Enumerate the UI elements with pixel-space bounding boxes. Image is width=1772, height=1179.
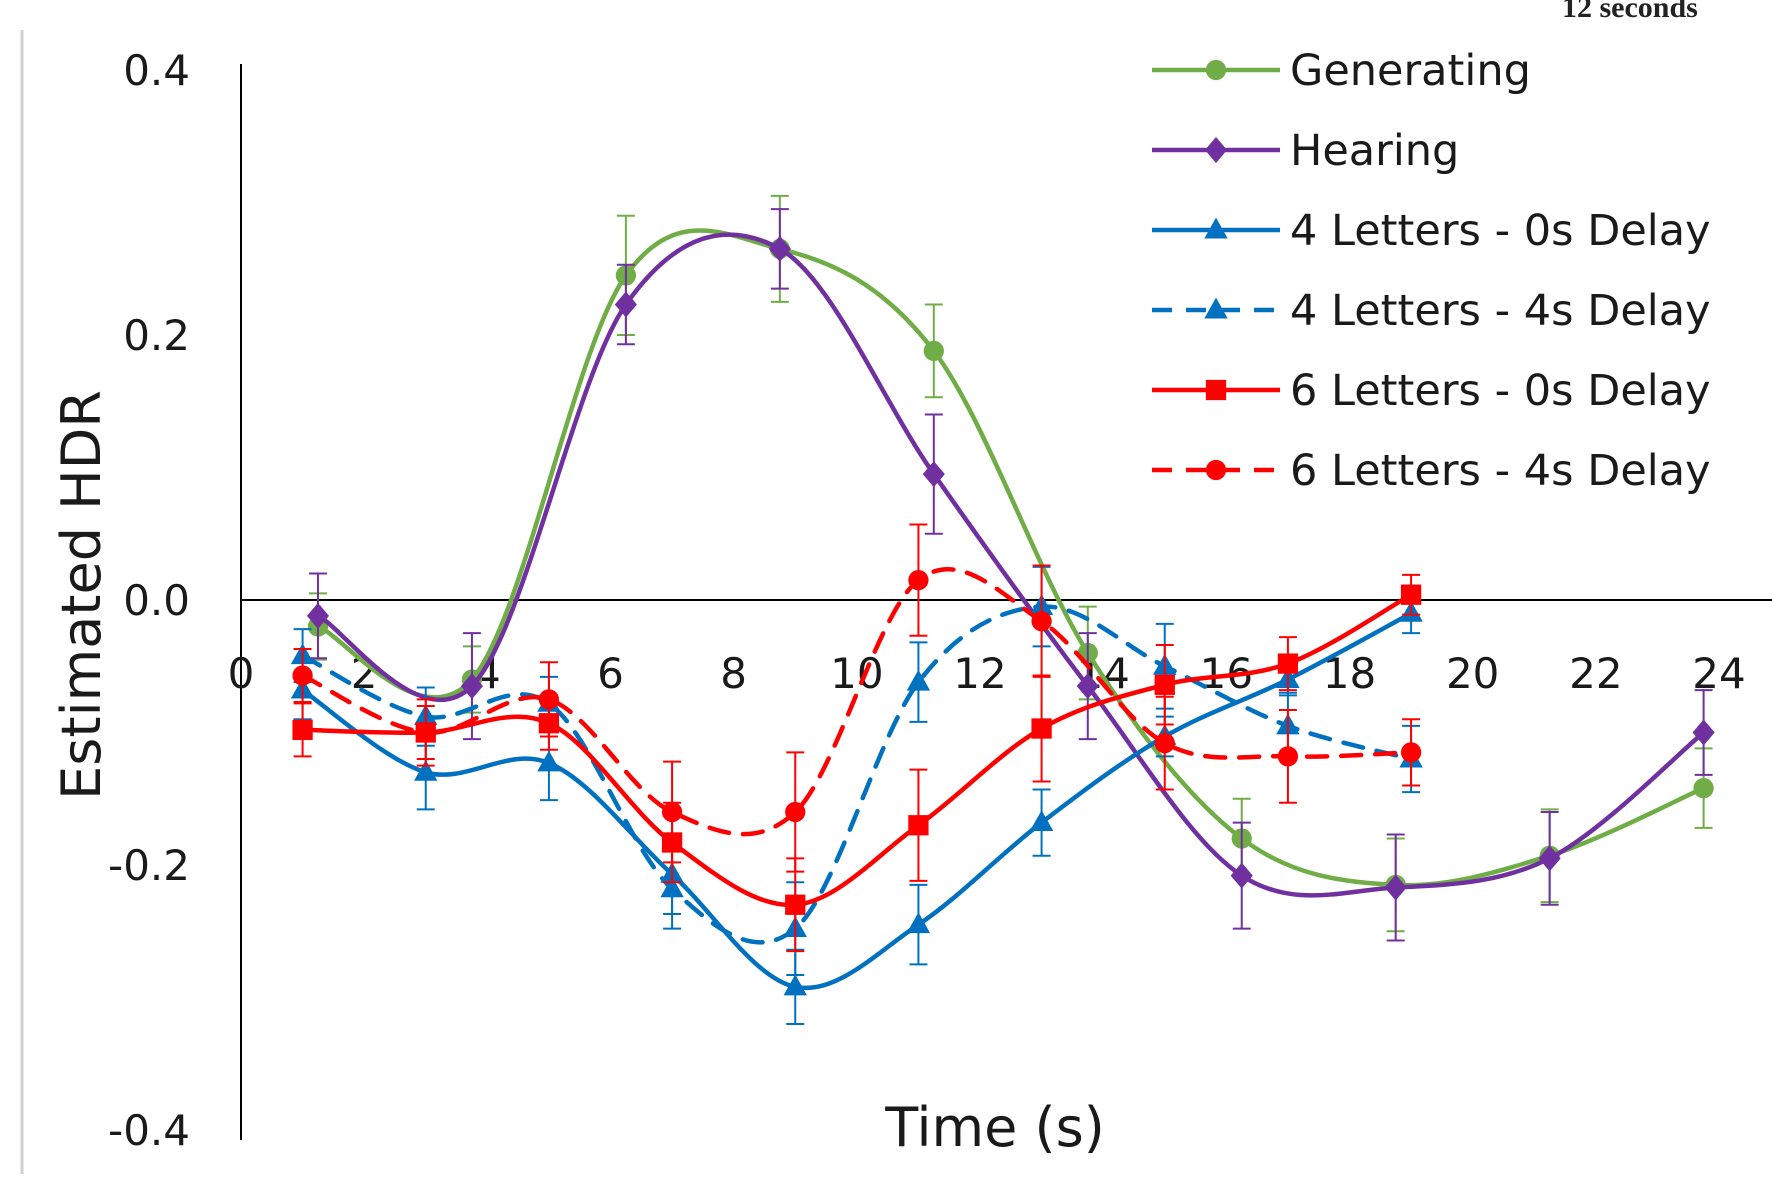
legend-item: 4 Letters - 0s Delay	[1152, 206, 1711, 256]
y-tick-label: -0.2	[108, 841, 190, 890]
y-tick-label: 0.4	[123, 46, 190, 95]
data-point	[1154, 732, 1175, 754]
x-tick-label: 6	[597, 649, 624, 698]
data-point	[785, 801, 806, 823]
legend-label: 6 Letters - 0s Delay	[1290, 366, 1711, 416]
legend-label: 4 Letters - 0s Delay	[1290, 206, 1711, 256]
legend: Generating Hearing 4 Letters - 0s Delay 4 L…	[1152, 46, 1711, 496]
y-axis-title: Estimated HDR	[50, 390, 113, 800]
data-point	[306, 602, 330, 629]
legend-marker	[1204, 217, 1228, 239]
data-point	[1400, 584, 1422, 605]
x-tick-label: 0	[228, 649, 255, 698]
data-point	[1693, 778, 1714, 799]
data-point	[538, 689, 560, 710]
data-point	[1400, 742, 1422, 763]
data-point	[660, 876, 684, 898]
data-point	[1538, 845, 1561, 872]
corner-text: 12 seconds	[1562, 0, 1698, 24]
data-point	[292, 719, 313, 740]
legend-marker	[1205, 379, 1227, 401]
data-point	[922, 461, 945, 488]
data-point	[415, 722, 436, 743]
data-point	[414, 759, 438, 781]
data-point	[1029, 810, 1054, 832]
data-point	[1031, 718, 1052, 739]
data-point	[785, 894, 806, 915]
series-line	[300, 592, 1414, 908]
legend-label: Hearing	[1290, 126, 1459, 176]
data-point	[1277, 746, 1299, 767]
data-point	[614, 291, 637, 318]
data-point	[768, 235, 791, 262]
data-point	[923, 340, 944, 362]
y-tick-labels: 0.4 0.2 0.0 -0.2 -0.4	[108, 46, 190, 1155]
x-axis-title: Time (s)	[884, 1096, 1105, 1159]
data-point	[908, 815, 929, 836]
legend-item: Hearing	[1152, 126, 1459, 176]
data-point	[292, 665, 313, 686]
y-tick-label: 0.2	[123, 311, 190, 360]
legend-marker	[1205, 59, 1227, 81]
data-point	[908, 569, 929, 591]
data-point	[460, 673, 483, 700]
x-tick-label: 8	[720, 649, 747, 698]
series-line	[300, 567, 1414, 837]
series-6-letters-4s-delay	[292, 523, 1422, 873]
series-hearing	[306, 208, 1715, 942]
data-point	[1692, 719, 1715, 746]
series-line	[300, 611, 1414, 991]
x-tick-label: 12	[953, 649, 1006, 698]
legend-item: 6 Letters - 0s Delay	[1152, 366, 1711, 416]
legend-marker	[1205, 459, 1227, 481]
legend-item: 6 Letters - 4s Delay	[1152, 446, 1711, 496]
data-point	[1076, 673, 1099, 700]
legend-label: 6 Letters - 4s Delay	[1290, 446, 1711, 496]
plot-series	[290, 194, 1715, 1025]
axes	[240, 64, 1772, 1140]
x-tick-label: 20	[1446, 649, 1499, 698]
y-tick-label: 0.0	[123, 576, 190, 625]
series-6-letters-0s-delay	[292, 573, 1422, 953]
legend-marker	[1204, 137, 1228, 163]
data-point	[906, 669, 931, 691]
series-line	[300, 604, 1414, 945]
data-point	[906, 912, 931, 934]
legend-marker	[1204, 297, 1228, 319]
data-point	[661, 801, 683, 823]
legend-label: 4 Letters - 4s Delay	[1290, 286, 1711, 336]
data-point	[537, 750, 561, 772]
legend-label: Generating	[1290, 46, 1531, 96]
legend-item: 4 Letters - 4s Delay	[1152, 286, 1711, 336]
x-tick-labels: 0 2 4 6 8 10 12 14 16 18 20 22 24	[228, 649, 1746, 698]
y-tick-label: -0.4	[108, 1106, 190, 1155]
data-point	[1277, 653, 1299, 674]
x-tick-label: 10	[830, 649, 883, 698]
data-point	[783, 974, 807, 996]
legend-item: Generating	[1152, 46, 1531, 96]
data-point	[1154, 674, 1175, 695]
data-point	[1230, 862, 1253, 889]
series-line	[315, 232, 1706, 898]
data-point	[1031, 611, 1052, 632]
data-point	[1384, 874, 1407, 901]
x-tick-label: 22	[1569, 649, 1622, 698]
